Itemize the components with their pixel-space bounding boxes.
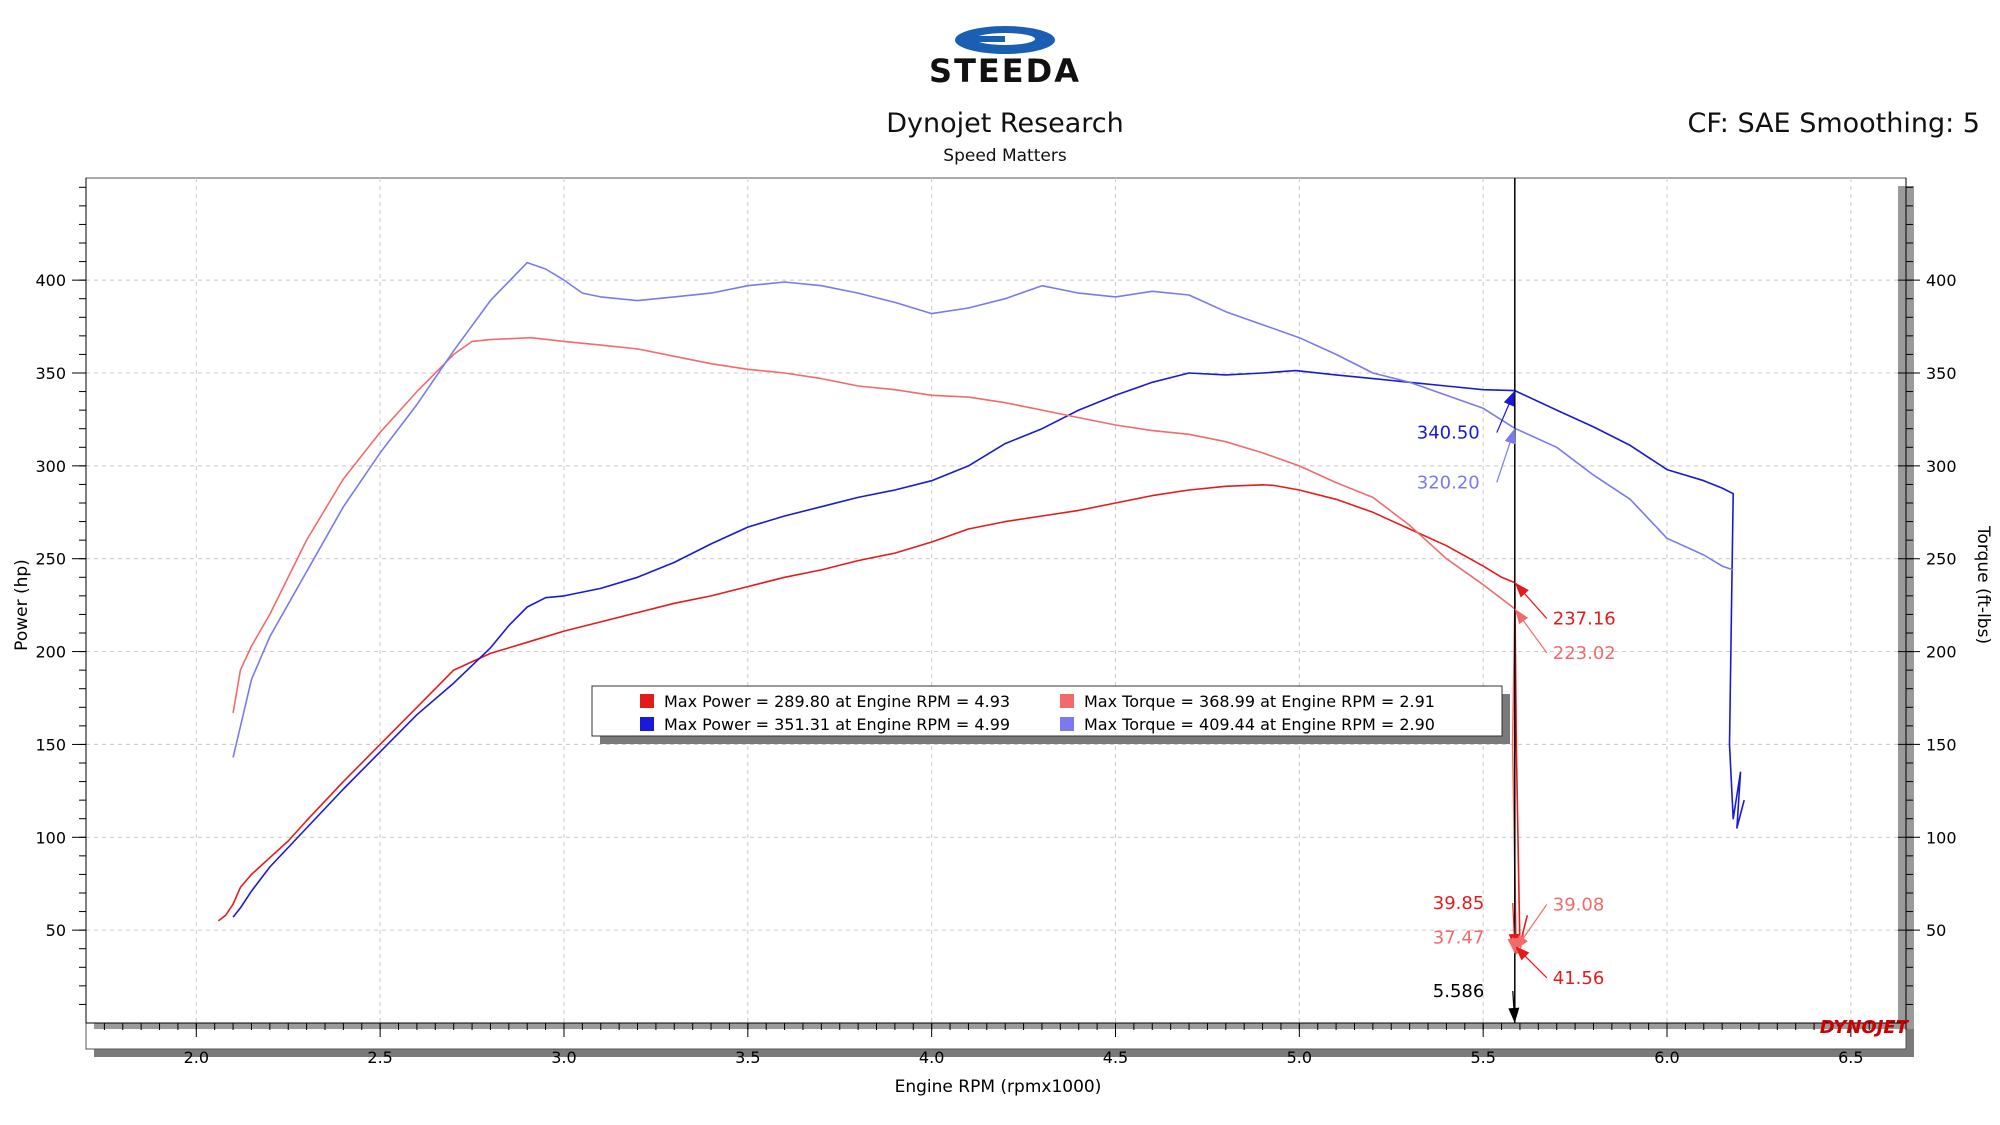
y2-tick-label: 50 [1926, 921, 1946, 940]
annotation-label: 39.85 [1433, 893, 1485, 914]
annotation-label: 37.47 [1433, 927, 1485, 948]
x-tick-label: 5.5 [1470, 1048, 1495, 1067]
series-line-4 [232, 261, 1734, 758]
y-tick-label: 250 [35, 550, 66, 569]
x-axis-title: Engine RPM (rpmx1000) [895, 1077, 1102, 1097]
x-tick-label: 4.5 [1103, 1048, 1128, 1067]
annotation-label: 237.16 [1553, 609, 1616, 630]
y-tick-label: 400 [35, 271, 66, 290]
annotation-label: 340.50 [1417, 423, 1480, 444]
y-tick-label: 200 [35, 643, 66, 662]
bottom-axis-bar [94, 1023, 1914, 1029]
grid [86, 178, 1906, 1023]
annotation-arrowhead [1514, 945, 1530, 961]
x-tick-label: 3.5 [735, 1048, 760, 1067]
legend-entry: Max Power = 351.31 at Engine RPM = 4.99 [664, 715, 1010, 734]
legend-swatch [640, 694, 654, 708]
x-tick-label: 2.5 [367, 1048, 392, 1067]
chart-subtitle: Speed Matters [943, 146, 1067, 166]
annotation-label: 223.02 [1553, 643, 1616, 664]
y-tick-label: 50 [46, 921, 66, 940]
x-axis: 2.0 2.5 3.0 3.5 4.0 4.5 5.0 5.5 6.0 6.5 [86, 1022, 1907, 1067]
y2-tick-label: 350 [1926, 364, 1957, 383]
series-lines [217, 261, 1745, 955]
series-line-2 [232, 369, 1745, 918]
annotation-arrowhead [1514, 582, 1529, 598]
y-tick-label: 100 [35, 828, 66, 847]
y2-tick-label: 150 [1926, 735, 1957, 754]
legend-box [591, 685, 1503, 737]
y2-axis-title: Torque (ft-lbs) [1973, 525, 1993, 644]
legend-swatch [1060, 694, 1074, 708]
y-axis-title: Power (hp) [12, 559, 32, 651]
annotation-arrowhead [1503, 390, 1515, 407]
y-tick-label: 300 [35, 457, 66, 476]
plot-area [85, 177, 1907, 1050]
chart-title: Dynojet Research [886, 108, 1124, 139]
x-tick-label: 5.0 [1287, 1048, 1312, 1067]
y2-tick-label: 250 [1926, 550, 1957, 569]
steeda-logo [955, 26, 1055, 54]
y-tick-label: 350 [35, 364, 66, 383]
annotation-arrowhead [1504, 428, 1516, 445]
y-axis-right: 50 100 150 200 250 300 350 400 [1898, 178, 1957, 1023]
y2-tick-label: 400 [1926, 271, 1957, 290]
legend-entry: Max Torque = 368.99 at Engine RPM = 2.91 [1084, 692, 1435, 711]
y2-tick-label: 200 [1926, 643, 1957, 662]
y2-tick-label: 300 [1926, 457, 1957, 476]
annotation-label: 41.56 [1553, 968, 1605, 989]
x-tick-label: 4.0 [919, 1048, 944, 1067]
logo-text: STEEDA [929, 52, 1081, 90]
correction-factor-label: CF: SAE Smoothing: 5 [1687, 108, 1980, 139]
dynojet-brand: DYNOJET [1820, 1017, 1910, 1038]
cursor-annotations: 340.50 320.20 237.16 223.02 39.85 39.08 41.56 5… [1417, 390, 1616, 1024]
annotation-arrowhead [1507, 937, 1519, 954]
legend-swatch [640, 717, 654, 731]
annotation-label: 39.08 [1553, 894, 1605, 915]
annotation-label: 320.20 [1417, 472, 1480, 493]
legend: Max Power = 289.80 at Engine RPM = 4.93 M… [640, 692, 1435, 734]
y-axis-left: 50 100 150 200 250 300 350 400 [35, 178, 87, 1023]
y-tick-label: 150 [35, 735, 66, 754]
annotation-label: 5.586 [1433, 981, 1485, 1002]
y2-tick-label: 100 [1926, 828, 1957, 847]
series-line-3 [232, 336, 1525, 955]
annotation-arrowhead [1508, 1007, 1520, 1023]
x-tick-label: 6.5 [1838, 1048, 1863, 1067]
x-tick-label: 6.0 [1654, 1048, 1679, 1067]
x-tick-label: 2.0 [184, 1048, 209, 1067]
annotation-arrowhead [1514, 608, 1529, 625]
series-line-1 [217, 483, 1529, 947]
legend-entry: Max Torque = 409.44 at Engine RPM = 2.90 [1084, 715, 1435, 734]
legend-swatch [1060, 717, 1074, 731]
legend-entry: Max Power = 289.80 at Engine RPM = 4.93 [664, 692, 1010, 711]
x-tick-label: 3.0 [551, 1048, 576, 1067]
